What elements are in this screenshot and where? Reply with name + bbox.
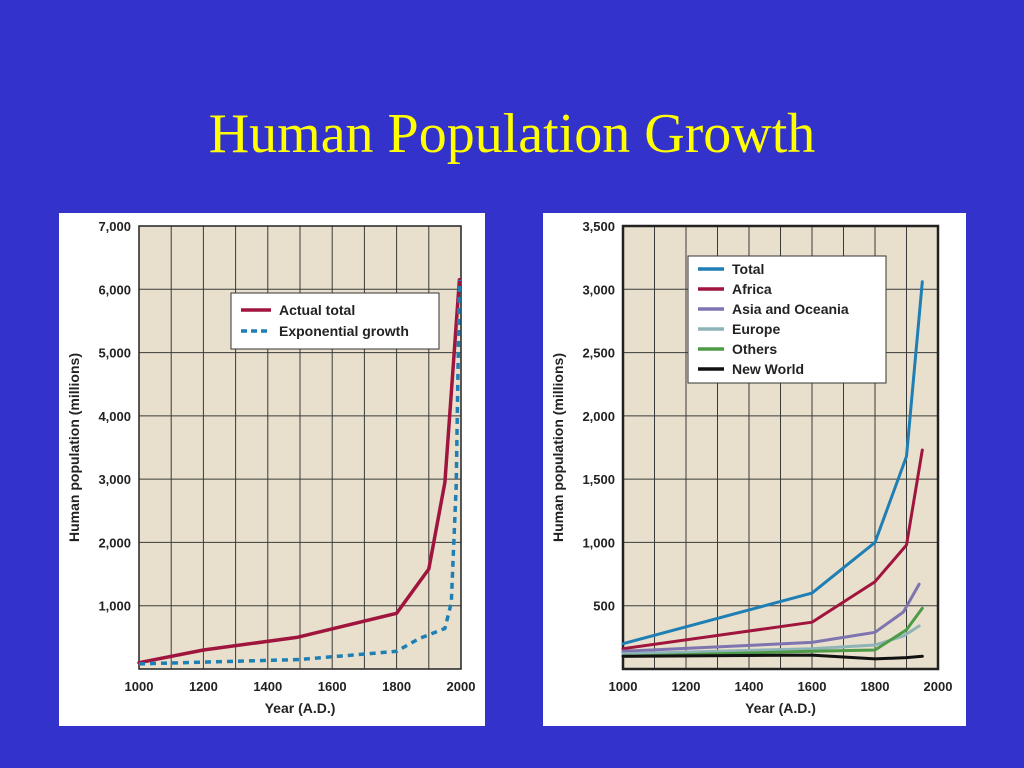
chart-0-x-tick-label: 1600 <box>318 679 347 694</box>
chart-1-y-tick-label: 1,500 <box>582 472 615 487</box>
chart-1-series-total <box>621 280 924 646</box>
chart-1-y-tick-label: 3,500 <box>582 219 615 234</box>
chart-0-y-tick-label: 6,000 <box>98 282 131 297</box>
chart-1-series-asia-and-oceania <box>621 582 921 653</box>
chart-0-x-tick-label: 1800 <box>382 679 411 694</box>
chart-0-y-tick-label: 3,000 <box>98 472 131 487</box>
chart-0-legend-label-exponential-growth: Exponential growth <box>279 323 409 339</box>
chart-1-series-new-world <box>621 653 924 661</box>
regional-population-chart: 500 1,000 1,500 2,000 2,500 3,000 3,500 1000 120… <box>543 213 966 726</box>
chart-1-legend-label-europe: Europe <box>732 321 780 337</box>
chart-0-legend: Actual total Exponential growth <box>230 292 440 350</box>
chart-1-x-tick-label: 2000 <box>924 679 953 694</box>
chart-1-x-tick-label: 1600 <box>798 679 827 694</box>
chart-0-series-actual-total <box>137 278 462 665</box>
chart-1-legend-label-new-world: New World <box>732 361 804 377</box>
chart-0-series-exponential-growth <box>138 279 462 666</box>
chart-1-x-tick-label: 1400 <box>735 679 764 694</box>
chart-0-y-tick-label: 7,000 <box>98 219 131 234</box>
chart-0-x-tick-label: 1200 <box>189 679 218 694</box>
chart-0-y-axis-title: Human population (millions) <box>66 353 82 542</box>
chart-1-y-tick-label: 500 <box>593 599 615 614</box>
chart-0-x-tick-label: 1000 <box>125 679 154 694</box>
chart-0-x-tick-label: 1400 <box>253 679 282 694</box>
chart-1-y-tick-label: 3,000 <box>582 282 615 297</box>
chart-1-y-tick-label: 1,000 <box>582 535 615 550</box>
chart-0-x-axis-title: Year (A.D.) <box>265 700 336 716</box>
chart-1-x-tick-label: 1200 <box>672 679 701 694</box>
actual-vs-exponential-chart: 1,000 2,000 3,000 4,000 5,000 6,000 7,000 1000 1… <box>59 213 485 726</box>
chart-1-x-tick-label: 1800 <box>861 679 890 694</box>
chart-0-y-tick-label: 4,000 <box>98 409 131 424</box>
chart-1-frame <box>621 224 940 671</box>
chart-0-y-tick-label: 2,000 <box>98 535 131 550</box>
chart-0-frame <box>138 225 462 670</box>
chart-1-legend-label-africa: Africa <box>732 281 772 297</box>
chart-1-x-tick-label: 1000 <box>609 679 638 694</box>
chart-1-series-europe <box>621 624 921 656</box>
chart-1-y-tick-label: 2,500 <box>582 346 615 361</box>
chart-left-svg: 1,000 2,000 3,000 4,000 5,000 6,000 7,000 1000 1… <box>66 219 476 716</box>
chart-1-series-others <box>621 606 924 658</box>
chart-0-legend-box <box>230 292 440 350</box>
chart-1-y-axis-title: Human population (millions) <box>550 353 566 542</box>
chart-1-y-tick-label: 2,000 <box>582 409 615 424</box>
chart-0-y-tick-label: 1,000 <box>98 599 131 614</box>
chart-1-legend-box <box>687 255 887 384</box>
chart-0-legend-label-actual-total: Actual total <box>279 302 355 318</box>
chart-1-legend: Total Africa Asia and Oceania Europe Others N… <box>687 255 887 384</box>
chart-1-legend-label-others: Others <box>732 341 777 357</box>
chart-0-x-tick-label: 2000 <box>447 679 476 694</box>
chart-1-legend-label-total: Total <box>732 261 764 277</box>
chart-right-svg: 500 1,000 1,500 2,000 2,500 3,000 3,500 1000 120… <box>550 219 953 716</box>
chart-1-series-africa <box>621 448 924 651</box>
chart-1-x-axis-title: Year (A.D.) <box>745 700 816 716</box>
slide-title: Human Population Growth <box>208 103 816 165</box>
chart-1-legend-label-asia-and-oceania: Asia and Oceania <box>732 301 849 317</box>
chart-0-y-tick-label: 5,000 <box>98 346 131 361</box>
